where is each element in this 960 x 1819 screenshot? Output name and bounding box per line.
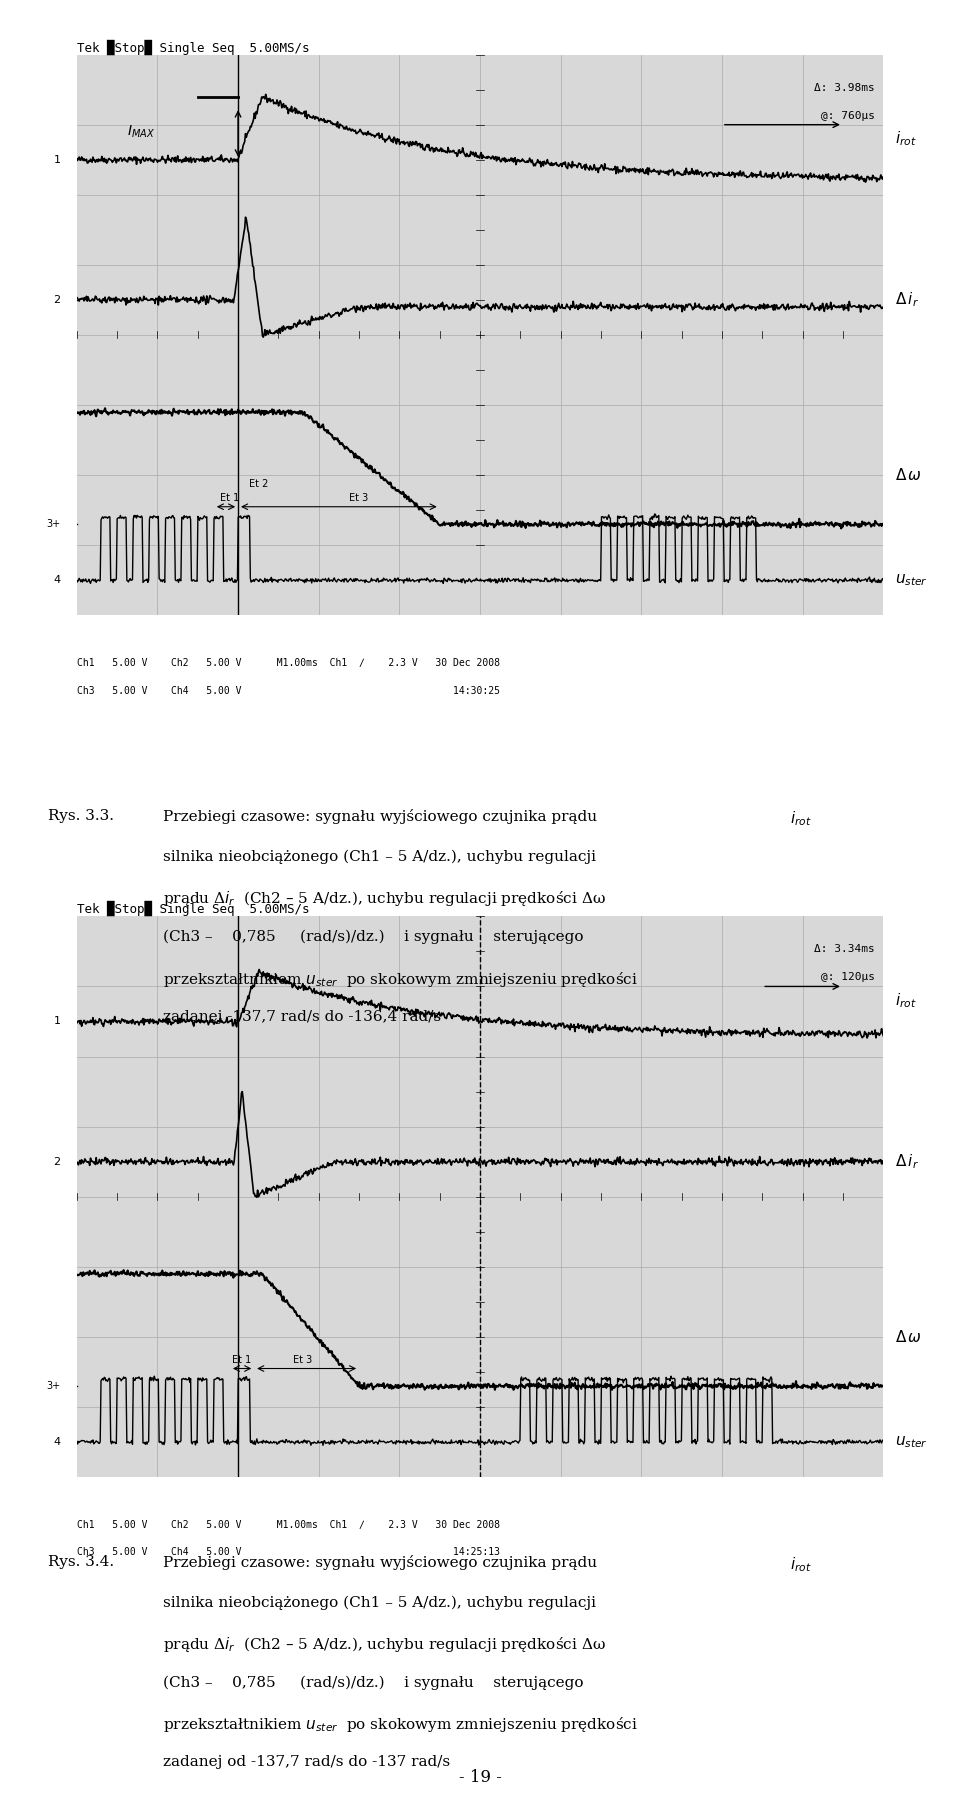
Text: zadanej -137,7 rad/s do -136,4 rad/s: zadanej -137,7 rad/s do -136,4 rad/s xyxy=(163,1010,442,1024)
Text: (Ch3 –    0,785     (rad/s)/dz.)    i sygnału    sterującego: (Ch3 – 0,785 (rad/s)/dz.) i sygnału ster… xyxy=(163,930,584,944)
Text: Et 3: Et 3 xyxy=(293,1355,312,1364)
Text: $u_{ster}$: $u_{ster}$ xyxy=(896,573,928,588)
Text: Tek █Stop█ Single Seq  5.00MS/s: Tek █Stop█ Single Seq 5.00MS/s xyxy=(77,40,309,55)
Text: $\Delta\,\omega$: $\Delta\,\omega$ xyxy=(896,467,923,484)
Text: silnika nieobciążonego (Ch1 – 5 A/dz.), uchybu regulacji: silnika nieobciążonego (Ch1 – 5 A/dz.), … xyxy=(163,849,596,864)
Text: 4: 4 xyxy=(54,1437,60,1448)
Text: $u_{ster}$: $u_{ster}$ xyxy=(896,1433,928,1450)
Text: przekształtnikiem $u_{ster}$  po skokowym zmniejszeniu prędkości: przekształtnikiem $u_{ster}$ po skokowym… xyxy=(163,1715,638,1734)
Text: Przebiegi czasowe: sygnału wyjściowego czujnika prądu: Przebiegi czasowe: sygnału wyjściowego c… xyxy=(163,809,602,824)
Text: $i_{rot}$: $i_{rot}$ xyxy=(896,129,917,147)
Text: (Ch3 –    0,785     (rad/s)/dz.)    i sygnału    sterującego: (Ch3 – 0,785 (rad/s)/dz.) i sygnału ster… xyxy=(163,1675,584,1690)
Text: 4: 4 xyxy=(54,575,60,586)
Text: Ch1   5.00 V    Ch2   5.00 V      M1.00ms  Ch1  ∕    2.3 V   30 Dec 2008: Ch1 5.00 V Ch2 5.00 V M1.00ms Ch1 ∕ 2.3 … xyxy=(77,1519,500,1530)
Text: 3+: 3+ xyxy=(46,1381,60,1392)
Text: Et 3: Et 3 xyxy=(349,493,369,504)
Text: - 19 -: - 19 - xyxy=(459,1770,501,1786)
Text: $i_{rot}$: $i_{rot}$ xyxy=(896,991,917,1010)
Text: Et 1: Et 1 xyxy=(221,493,240,504)
Text: @: 760μs: @: 760μs xyxy=(821,111,876,120)
Text: Tek █Stop█ Single Seq  5.00MS/s: Tek █Stop█ Single Seq 5.00MS/s xyxy=(77,900,309,917)
Text: $i_{rot}$: $i_{rot}$ xyxy=(790,809,812,828)
Text: prądu Δ$i_r$  (Ch2 – 5 A/dz.), uchybu regulacji prędkości Δω: prądu Δ$i_r$ (Ch2 – 5 A/dz.), uchybu reg… xyxy=(163,1635,606,1653)
Text: 1: 1 xyxy=(54,1017,60,1026)
Text: @: 120μs: @: 120μs xyxy=(821,973,876,982)
Text: Ch3   5.00 V    Ch4   5.00 V                                    14:25:13: Ch3 5.00 V Ch4 5.00 V 14:25:13 xyxy=(77,1548,500,1557)
Text: Rys. 3.3.: Rys. 3.3. xyxy=(48,809,114,824)
Text: 1: 1 xyxy=(54,155,60,166)
Text: 2: 2 xyxy=(54,295,60,306)
Text: $\Delta\,i_r$: $\Delta\,i_r$ xyxy=(896,1153,920,1171)
Text: 3+: 3+ xyxy=(46,518,60,529)
Text: Et 1: Et 1 xyxy=(232,1355,252,1364)
Text: $I_{MAX}$: $I_{MAX}$ xyxy=(128,124,156,140)
Text: przekształtnikiem $u_{ster}$  po skokowym zmniejszeniu prędkości: przekształtnikiem $u_{ster}$ po skokowym… xyxy=(163,970,638,988)
Text: Δ: 3.34ms: Δ: 3.34ms xyxy=(814,944,876,955)
Text: Rys. 3.4.: Rys. 3.4. xyxy=(48,1555,114,1570)
Text: Ch1   5.00 V    Ch2   5.00 V      M1.00ms  Ch1  ∕    2.3 V   30 Dec 2008: Ch1 5.00 V Ch2 5.00 V M1.00ms Ch1 ∕ 2.3 … xyxy=(77,657,500,668)
Text: $i_{rot}$: $i_{rot}$ xyxy=(790,1555,812,1573)
Text: 2: 2 xyxy=(54,1157,60,1166)
Text: silnika nieobciążonego (Ch1 – 5 A/dz.), uchybu regulacji: silnika nieobciążonego (Ch1 – 5 A/dz.), … xyxy=(163,1595,596,1610)
Text: $\Delta\,\omega$: $\Delta\,\omega$ xyxy=(896,1330,923,1344)
Text: zadanej od -137,7 rad/s do -137 rad/s: zadanej od -137,7 rad/s do -137 rad/s xyxy=(163,1755,450,1770)
Text: Przebiegi czasowe: sygnału wyjściowego czujnika prądu: Przebiegi czasowe: sygnału wyjściowego c… xyxy=(163,1555,602,1570)
Text: prądu Δ$i_r$  (Ch2 – 5 A/dz.), uchybu regulacji prędkości Δω: prądu Δ$i_r$ (Ch2 – 5 A/dz.), uchybu reg… xyxy=(163,889,606,908)
Text: Et 2: Et 2 xyxy=(249,478,268,489)
Text: Δ: 3.98ms: Δ: 3.98ms xyxy=(814,82,876,93)
Text: $\Delta\,i_r$: $\Delta\,i_r$ xyxy=(896,291,920,309)
Text: Ch3   5.00 V    Ch4   5.00 V                                    14:30:25: Ch3 5.00 V Ch4 5.00 V 14:30:25 xyxy=(77,686,500,695)
